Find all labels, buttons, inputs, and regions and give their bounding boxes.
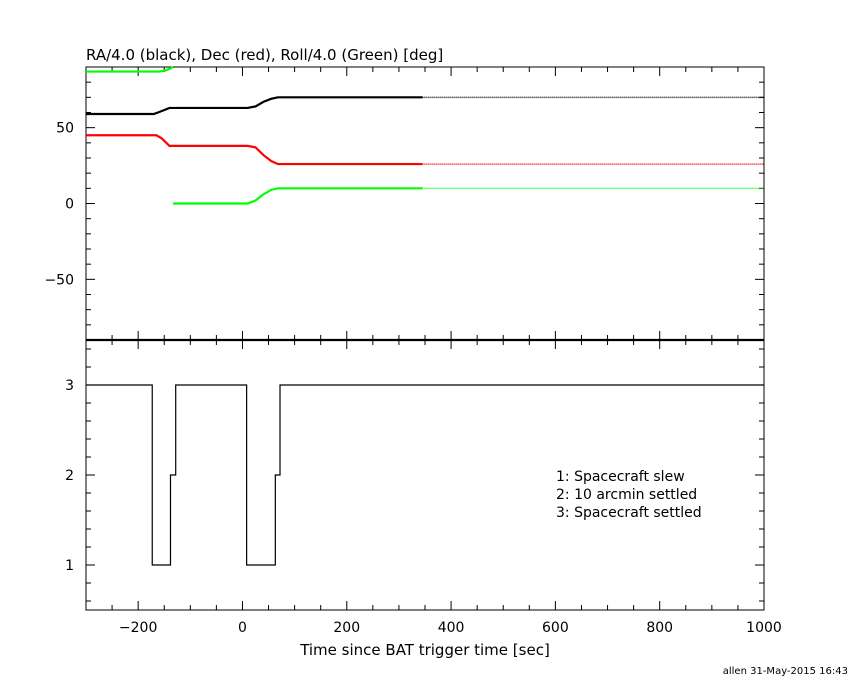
- x-tick-label: 400: [438, 620, 465, 636]
- y-tick-label: −50: [44, 272, 74, 288]
- bottom-panel: 1 2 3 −200 0 200 400 600 800 1000: [65, 339, 782, 636]
- y-tick-label: 50: [56, 121, 74, 137]
- x-tick-label: −200: [119, 620, 157, 636]
- y-tick-label: 2: [65, 468, 74, 484]
- series-2-line: [86, 66, 174, 73]
- x-tick-label: 1000: [746, 620, 782, 636]
- series-1-line: [86, 134, 423, 166]
- series-0-line: [86, 96, 423, 116]
- x-tick-label: 800: [646, 620, 673, 636]
- y-tick-label: 3: [65, 378, 74, 394]
- series-3-line: [173, 187, 423, 205]
- state-step-line: [86, 384, 764, 566]
- state-legend-settled: 3: Spacecraft settled: [556, 505, 702, 521]
- footer-credit: allen 31-May-2015 16:43: [723, 666, 848, 677]
- top-panel: −50 0 50: [44, 66, 765, 341]
- state-legend-10arcmin: 2: 10 arcmin settled: [556, 487, 697, 503]
- x-tick-label: 0: [238, 620, 247, 636]
- x-axis-label: Time since BAT trigger time [sec]: [299, 641, 550, 659]
- y-tick-label: 1: [65, 558, 74, 574]
- x-tick-label: 200: [333, 620, 360, 636]
- state-legend-slew: 1: Spacecraft slew: [556, 469, 685, 485]
- x-tick-label: 600: [542, 620, 569, 636]
- y-tick-label: 0: [65, 197, 74, 213]
- top-panel-title: RA/4.0 (black), Dec (red), Roll/4.0 (Gre…: [86, 46, 443, 64]
